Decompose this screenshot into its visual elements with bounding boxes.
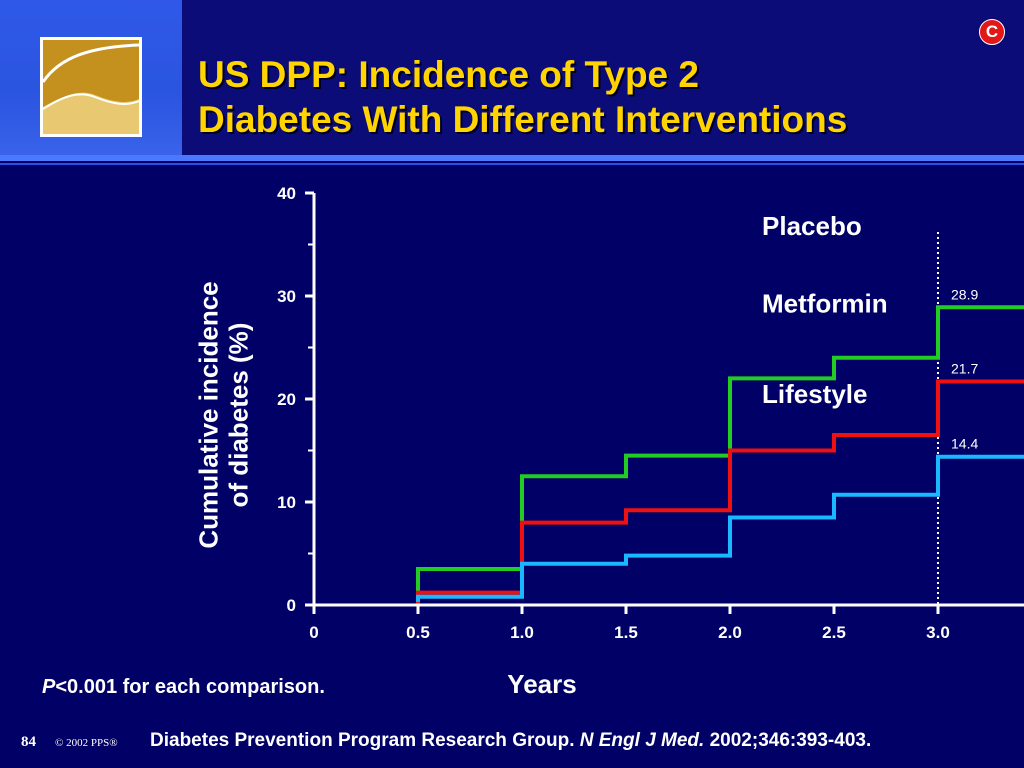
- series-metformin: [416, 379, 1024, 605]
- x-tick-label: 1.5: [614, 623, 638, 642]
- series-placebo: [416, 305, 1024, 605]
- x-tick-label: 0.5: [406, 623, 430, 642]
- footer: 84 © 2002 PPS® Diabetes Prevention Progr…: [0, 728, 1024, 758]
- citation-journal: N Engl J Med.: [579, 730, 705, 751]
- header: US DPP: Incidence of Type 2 Diabetes Wit…: [0, 0, 1024, 155]
- p-value-text: <0.001 for each comparison.: [55, 676, 325, 698]
- header-rule-thin: [0, 163, 1024, 165]
- citation-authors: Diabetes Prevention Program Research Gro…: [150, 730, 580, 751]
- citation: Diabetes Prevention Program Research Gro…: [150, 730, 871, 752]
- y-tick-label: 40: [277, 184, 296, 203]
- footer-copyright: © 2002 PPS®: [55, 737, 118, 749]
- header-rule: [0, 155, 1024, 161]
- y-tick-label: 20: [277, 390, 296, 409]
- legend-placebo: Placebo: [762, 211, 862, 241]
- slide-title: US DPP: Incidence of Type 2 Diabetes Wit…: [198, 52, 847, 142]
- x-tick-label: 1.0: [510, 623, 534, 642]
- y-axis-title-line: Cumulative incidence: [193, 281, 223, 548]
- legend-metformin: Metformin: [762, 288, 888, 318]
- logo-icon: [40, 37, 142, 137]
- copyright-badge: C: [979, 19, 1005, 45]
- x-tick-label: 2.0: [718, 623, 742, 642]
- value-annotation: 28.9: [951, 286, 978, 302]
- y-tick-label: 30: [277, 287, 296, 306]
- p-value-symbol: P: [42, 676, 56, 698]
- value-annotation: 14.4: [951, 436, 978, 452]
- y-tick-label: 10: [277, 493, 296, 512]
- x-tick-label: 2.5: [822, 623, 846, 642]
- title-line-2: Diabetes With Different Interventions: [198, 99, 848, 140]
- p-value-note: P<0.001 for each comparison.: [42, 676, 325, 699]
- y-tick-label: 0: [287, 596, 296, 615]
- x-axis-title: Years: [507, 669, 576, 699]
- y-axis-title: Cumulative incidenceof diabetes (%): [193, 281, 253, 548]
- value-annotation: 21.7: [951, 360, 978, 376]
- logo-panel: [0, 0, 182, 155]
- series-lifestyle: [416, 454, 1024, 602]
- citation-reference: 2002;346:393-403.: [704, 730, 872, 751]
- y-axis-title-line: of diabetes (%): [223, 323, 253, 508]
- title-line-1: US DPP: Incidence of Type 2: [198, 54, 699, 95]
- x-tick-label: 3.0: [926, 623, 950, 642]
- slide-number: 84: [21, 734, 36, 750]
- legend-lifestyle: Lifestyle: [762, 379, 868, 409]
- x-tick-label: 0: [309, 623, 318, 642]
